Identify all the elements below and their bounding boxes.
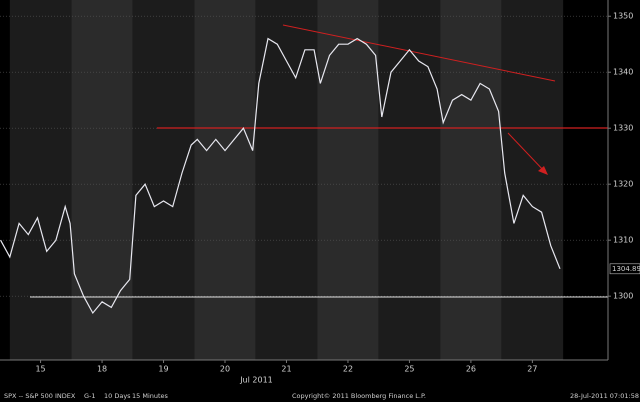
x-tick-label: 21 — [281, 365, 291, 374]
y-tick-label: 1350 — [613, 12, 633, 21]
y-tick-label: 1340 — [613, 68, 633, 77]
last-price-label: 1304.89 — [612, 265, 640, 273]
month-label: Jul 2011 — [239, 376, 273, 385]
x-tick-label: 22 — [343, 365, 353, 374]
day-band — [71, 0, 133, 360]
day-band — [440, 0, 502, 360]
trend-line — [282, 24, 556, 82]
footer-text: 28-Jul-2011 07:01:58 — [570, 392, 639, 400]
y-tick-label: 1330 — [613, 124, 633, 133]
footer-text: SPX -- S&P 500 INDEX — [4, 392, 76, 400]
day-bands — [9, 0, 564, 363]
last-price-box — [609, 263, 640, 275]
x-tick-label: 18 — [97, 365, 107, 374]
plot: 1304.89 — [0, 37, 640, 315]
footer-text: Copyright© 2011 Bloomberg Finance L.P. — [292, 392, 426, 400]
arrow-head — [538, 166, 548, 175]
day-band — [132, 0, 195, 360]
footer: 15 18 19 20 21 22 25 26 27 Jul 2011 1300 1310 1320 13… — [4, 12, 639, 400]
arrow — [507, 132, 547, 174]
day-band — [194, 0, 256, 360]
x-tick-label: 26 — [466, 365, 476, 374]
day-band — [9, 0, 72, 360]
y-tick-label: 1320 — [613, 180, 633, 189]
x-tick-label: 15 — [35, 365, 45, 374]
price-line — [0, 37, 561, 315]
day-band — [378, 0, 441, 360]
y-tick-label: 1310 — [613, 236, 633, 245]
footer-text: 10 Days — [104, 392, 131, 400]
footer-text: 15 Minutes — [132, 392, 169, 400]
footer-text: G-1 — [84, 392, 96, 400]
x-tick-label: 19 — [158, 365, 168, 374]
y-tick-label: 1300 — [613, 292, 633, 301]
day-band — [501, 0, 564, 360]
day-band — [317, 0, 379, 360]
x-tick-label: 25 — [404, 365, 414, 374]
x-tick-label: 27 — [527, 365, 537, 374]
x-tick-label: 20 — [220, 365, 230, 374]
